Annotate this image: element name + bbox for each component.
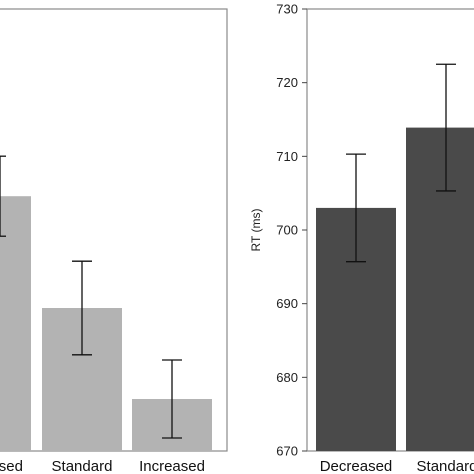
left-error-bar-0 — [0, 155, 6, 237]
right-y-tick-label-1: 680 — [276, 370, 298, 385]
right-error-bar-1 — [436, 63, 456, 192]
right-y-tick-label-6: 730 — [276, 2, 298, 17]
right-y-tick-label-4: 710 — [276, 149, 298, 164]
left-error-bar-2 — [162, 359, 182, 439]
left-bar-0 — [0, 196, 31, 451]
left-error-bar-1 — [72, 260, 92, 356]
left-category-label-0: reased — [0, 458, 23, 474]
left-category-label-2: Increased — [139, 458, 205, 474]
right-y-tick-label-0: 670 — [276, 444, 298, 459]
right-category-label-0: Decreased — [320, 458, 393, 474]
right-y-axis-title: RT (ms) — [249, 209, 263, 252]
right-error-bar-0 — [346, 153, 366, 263]
right-y-tick-label-3: 700 — [276, 223, 298, 238]
left-category-label-1: Standard — [52, 458, 113, 474]
right-bar-1 — [406, 127, 474, 451]
left-panel: reased Standard Increased — [0, 8, 228, 474]
right-y-tick-label-5: 720 — [276, 75, 298, 90]
right-category-label-1: Standard — [417, 458, 474, 474]
right-y-tick-label-2: 690 — [276, 296, 298, 311]
